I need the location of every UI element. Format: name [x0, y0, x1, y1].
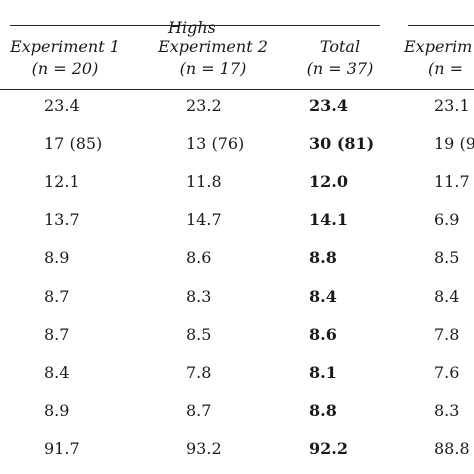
header-total-line2: (n = 37) [306, 59, 374, 78]
table-cell-r8-c3: 8.1 [309, 363, 337, 382]
table-cell-r6-c2: 8.3 [186, 287, 212, 306]
header-experiment-next: Experim (n = [404, 36, 474, 80]
table-cell-r5-c2: 8.6 [186, 248, 212, 267]
table-cell-r3-c3: 12.0 [309, 172, 348, 191]
header-experiment-1-line1: Experiment 1 [10, 37, 120, 56]
header-experiment-next-line1: Experim [404, 37, 473, 56]
table-cell-r6-c4: 8.4 [434, 287, 460, 306]
table-cell-r7-c4: 7.8 [434, 325, 460, 344]
table-cell-r1-c3: 23.4 [309, 96, 348, 115]
table-cell-r5-c1: 8.9 [44, 248, 70, 267]
table-cell-r3-c1: 12.1 [44, 172, 80, 191]
header-bottom-rule [0, 89, 474, 90]
header-experiment-2: Experiment 2 (n = 17) [148, 36, 278, 80]
table-cell-r9-c2: 8.7 [186, 401, 212, 420]
table-cell-r7-c1: 8.7 [44, 325, 70, 344]
table-cell-r9-c1: 8.9 [44, 401, 70, 420]
table-cell-r8-c4: 7.6 [434, 363, 460, 382]
table-cell-r3-c4: 11.7 [434, 172, 470, 191]
table-cell-r10-c2: 93.2 [186, 439, 222, 458]
table-cell-r6-c3: 8.4 [309, 287, 337, 306]
table-cell-r4-c2: 14.7 [186, 210, 222, 229]
table-cell-r8-c2: 7.8 [186, 363, 212, 382]
table-cell-r2-c3: 30 (81) [309, 134, 375, 153]
highs-group-rule [10, 25, 380, 26]
group-title-highs: Highs [168, 18, 216, 37]
table-cell-r1-c2: 23.2 [186, 96, 222, 115]
table-cell-r4-c4: 6.9 [434, 210, 460, 229]
header-experiment-1: Experiment 1 (n = 20) [0, 36, 130, 80]
header-experiment-1-line2: (n = 20) [31, 59, 99, 78]
table-cell-r5-c3: 8.8 [309, 248, 337, 267]
header-experiment-2-line2: (n = 17) [179, 59, 247, 78]
table-cell-r10-c4: 88.8 [434, 439, 470, 458]
table-cell-r7-c3: 8.6 [309, 325, 337, 344]
table-cell-r7-c2: 8.5 [186, 325, 212, 344]
header-experiment-next-line2: (n = [428, 59, 464, 78]
table-cell-r2-c4: 19 (9 [434, 134, 474, 153]
table-cell-r5-c4: 8.5 [434, 248, 460, 267]
table-cell-r10-c1: 91.7 [44, 439, 80, 458]
table-cell-r9-c3: 8.8 [309, 401, 337, 420]
table-cell-r1-c1: 23.4 [44, 96, 80, 115]
header-total: Total (n = 37) [292, 36, 388, 80]
next-group-rule [408, 25, 474, 26]
header-total-line1: Total [319, 37, 361, 56]
table-cell-r2-c1: 17 (85) [44, 134, 103, 153]
table-cell-r6-c1: 8.7 [44, 287, 70, 306]
header-experiment-2-line1: Experiment 2 [158, 37, 268, 56]
table-cell-r9-c4: 8.3 [434, 401, 460, 420]
table-cell-r2-c2: 13 (76) [186, 134, 245, 153]
table-cell-r4-c1: 13.7 [44, 210, 80, 229]
table-cell-r1-c4: 23.1 [434, 96, 470, 115]
table-cell-r8-c1: 8.4 [44, 363, 70, 382]
table-cell-r3-c2: 11.8 [186, 172, 222, 191]
table-cell-r10-c3: 92.2 [309, 439, 348, 458]
table-cell-r4-c3: 14.1 [309, 210, 348, 229]
